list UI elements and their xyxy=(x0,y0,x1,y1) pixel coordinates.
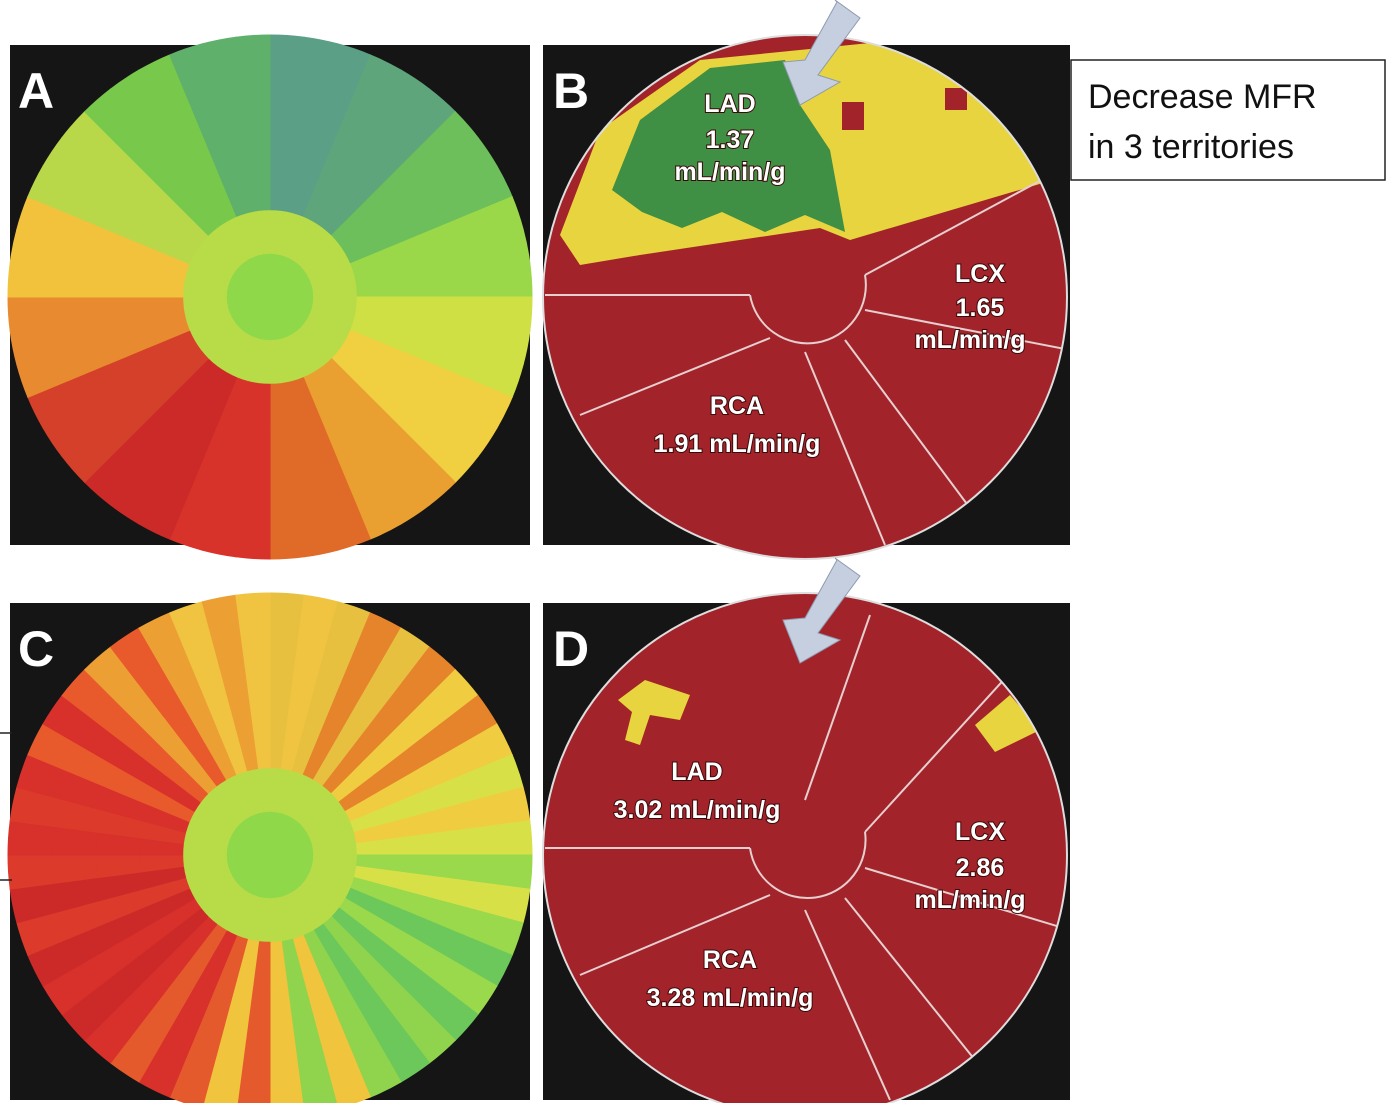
heat-cell xyxy=(8,297,54,331)
polar-map-c xyxy=(8,593,532,1103)
region xyxy=(842,102,864,130)
annotation-text: in 3 territories xyxy=(1088,128,1294,166)
annotation-text: Decrease MFR xyxy=(1088,78,1317,116)
region xyxy=(945,88,967,110)
polar-map-a xyxy=(8,35,532,559)
territory-name: LCX xyxy=(955,818,1005,846)
panel-label: C xyxy=(18,621,54,677)
territory-name: RCA xyxy=(703,946,757,974)
panel-label: D xyxy=(553,621,589,677)
heat-cell xyxy=(270,514,304,560)
territory-value: 1.65 xyxy=(956,294,1005,322)
heat-cell xyxy=(8,855,54,889)
territory-value: 3.02 mL/min/g xyxy=(614,796,781,824)
heat-cell xyxy=(236,593,270,639)
territory-value: 1.37 xyxy=(706,126,755,154)
heat-cell xyxy=(487,821,533,855)
heat-cell xyxy=(270,1072,304,1103)
territory-value: mL/min/g xyxy=(674,158,785,186)
panel-label: B xyxy=(553,63,589,119)
territory-name: RCA xyxy=(710,392,764,420)
territory-name: LCX xyxy=(955,260,1005,288)
territory-name: LAD xyxy=(704,90,755,118)
panel-label: A xyxy=(18,63,54,119)
territory-value: 1.91 mL/min/g xyxy=(654,430,821,458)
heat-cell xyxy=(236,35,270,81)
territory-value: 3.28 mL/min/g xyxy=(647,984,814,1012)
page: Decrease MFR in 3 territories A B C D LA… xyxy=(0,0,1386,1103)
heat-cell xyxy=(487,263,533,297)
territory-value: mL/min/g xyxy=(914,886,1025,914)
territory-value: 2.86 xyxy=(956,854,1005,882)
territory-value: mL/min/g xyxy=(914,326,1025,354)
territory-name: LAD xyxy=(671,758,722,786)
